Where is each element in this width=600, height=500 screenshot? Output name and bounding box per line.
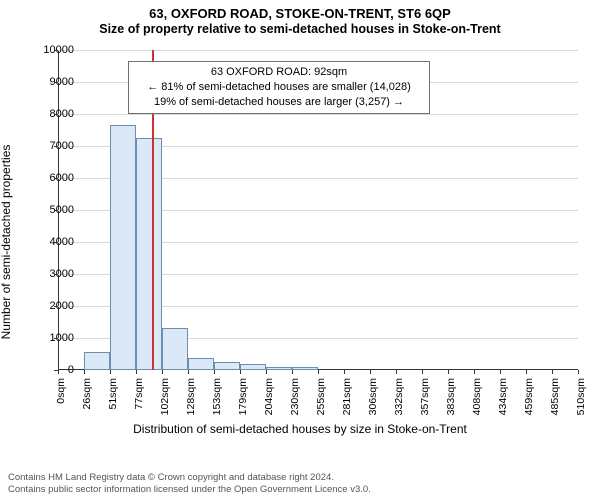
- x-tick-mark: [344, 370, 345, 374]
- x-tick-label: 230sqm: [289, 378, 301, 438]
- histogram-bar: [240, 364, 266, 370]
- x-tick-mark: [474, 370, 475, 374]
- x-tick-label: 255sqm: [315, 378, 327, 438]
- x-tick-label: 153sqm: [211, 378, 223, 438]
- x-tick-label: 128sqm: [185, 378, 197, 438]
- x-tick-label: 357sqm: [419, 378, 431, 438]
- y-tick-mark: [54, 338, 58, 339]
- x-tick-mark: [552, 370, 553, 374]
- annotation-line1: 63 OXFORD ROAD: 92sqm: [135, 65, 423, 80]
- x-tick-mark: [240, 370, 241, 374]
- x-tick-label: 510sqm: [575, 378, 587, 438]
- y-tick-mark: [54, 146, 58, 147]
- footer-line2: Contains public sector information licen…: [8, 484, 371, 496]
- histogram-bar: [162, 328, 188, 370]
- x-tick-mark: [448, 370, 449, 374]
- histogram-bar: [84, 352, 110, 370]
- footer-line1: Contains HM Land Registry data © Crown c…: [8, 472, 371, 484]
- x-tick-label: 51sqm: [107, 378, 119, 438]
- x-tick-label: 306sqm: [367, 378, 379, 438]
- x-tick-mark: [318, 370, 319, 374]
- chart-container: 63, OXFORD ROAD, STOKE-ON-TRENT, ST6 6QP…: [0, 0, 600, 500]
- annotation-line3: 19% of semi-detached houses are larger (…: [135, 95, 423, 110]
- x-tick-mark: [110, 370, 111, 374]
- grid-line: [58, 50, 578, 51]
- x-tick-mark: [500, 370, 501, 374]
- x-tick-label: 408sqm: [471, 378, 483, 438]
- annotation-line2: ← 81% of semi-detached houses are smalle…: [135, 80, 423, 95]
- x-tick-mark: [188, 370, 189, 374]
- histogram-bar: [292, 367, 318, 370]
- x-tick-mark: [526, 370, 527, 374]
- grid-line: [58, 114, 578, 115]
- x-tick-label: 0sqm: [55, 378, 67, 438]
- y-tick-mark: [54, 178, 58, 179]
- histogram-bar: [136, 138, 162, 370]
- histogram-bar: [214, 362, 240, 370]
- x-tick-mark: [292, 370, 293, 374]
- x-tick-label: 204sqm: [263, 378, 275, 438]
- footer-attribution: Contains HM Land Registry data © Crown c…: [8, 472, 371, 496]
- y-tick-mark: [54, 210, 58, 211]
- x-tick-label: 459sqm: [523, 378, 535, 438]
- x-tick-mark: [396, 370, 397, 374]
- y-tick-mark: [54, 82, 58, 83]
- plot-region: 63 OXFORD ROAD: 92sqm← 81% of semi-detac…: [58, 50, 578, 370]
- x-tick-label: 485sqm: [549, 378, 561, 438]
- x-tick-label: 383sqm: [445, 378, 457, 438]
- x-tick-mark: [84, 370, 85, 374]
- histogram-bar: [188, 358, 214, 370]
- x-tick-mark: [370, 370, 371, 374]
- x-tick-label: 434sqm: [497, 378, 509, 438]
- x-tick-label: 281sqm: [341, 378, 353, 438]
- x-tick-mark: [422, 370, 423, 374]
- y-axis-label: Number of semi-detached properties: [0, 145, 13, 340]
- y-tick-mark: [54, 274, 58, 275]
- x-tick-mark: [136, 370, 137, 374]
- y-tick-mark: [54, 50, 58, 51]
- x-tick-mark: [214, 370, 215, 374]
- histogram-bar: [266, 367, 292, 370]
- x-tick-label: 332sqm: [393, 378, 405, 438]
- y-tick-mark: [54, 306, 58, 307]
- title-line2: Size of property relative to semi-detach…: [0, 22, 600, 38]
- x-tick-mark: [58, 370, 59, 374]
- histogram-bar: [110, 125, 136, 370]
- y-tick-mark: [54, 114, 58, 115]
- title-line1: 63, OXFORD ROAD, STOKE-ON-TRENT, ST6 6QP: [0, 0, 600, 22]
- chart-area: Number of semi-detached properties 63 OX…: [0, 42, 600, 442]
- x-tick-label: 26sqm: [81, 378, 93, 438]
- x-tick-mark: [162, 370, 163, 374]
- x-tick-label: 77sqm: [133, 378, 145, 438]
- annotation-box: 63 OXFORD ROAD: 92sqm← 81% of semi-detac…: [128, 61, 430, 114]
- x-tick-label: 102sqm: [159, 378, 171, 438]
- x-tick-mark: [266, 370, 267, 374]
- x-tick-mark: [578, 370, 579, 374]
- x-tick-label: 179sqm: [237, 378, 249, 438]
- y-tick-mark: [54, 242, 58, 243]
